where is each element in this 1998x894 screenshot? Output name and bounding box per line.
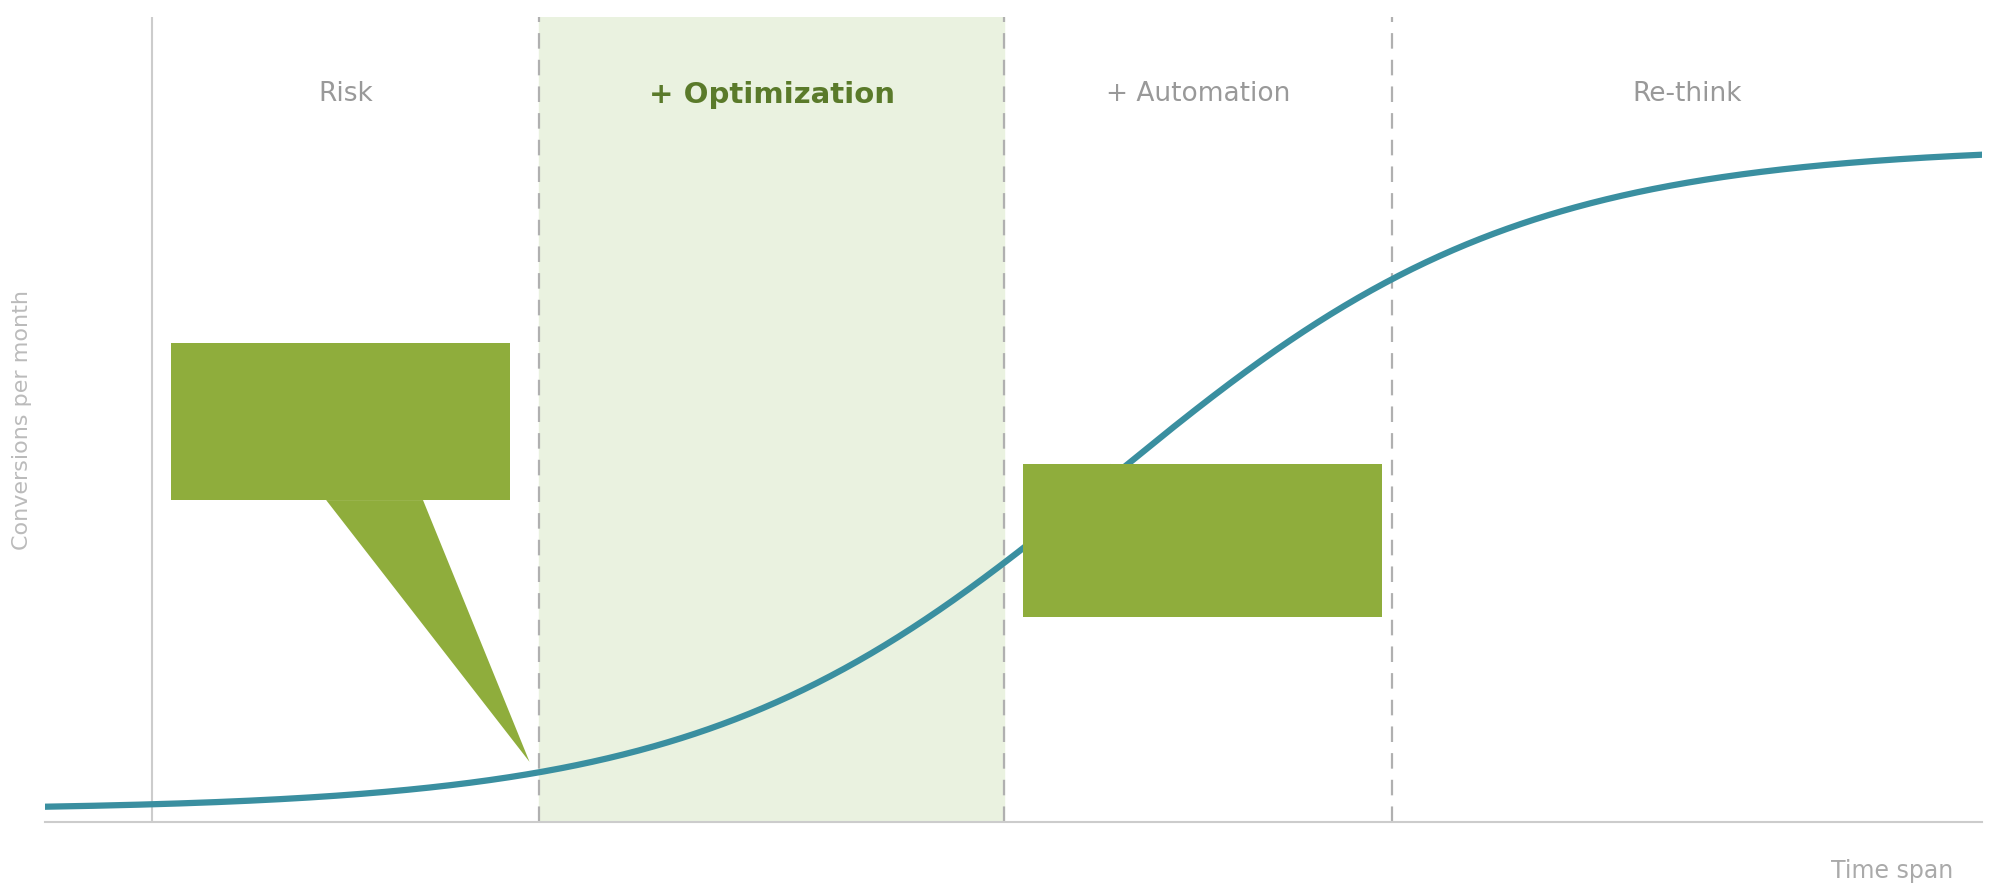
Text: Re-think: Re-think bbox=[1630, 81, 1740, 107]
FancyBboxPatch shape bbox=[1023, 464, 1381, 617]
Text: Conversions per month: Conversions per month bbox=[12, 290, 32, 550]
FancyBboxPatch shape bbox=[172, 343, 509, 500]
Text: Risk: Risk bbox=[318, 81, 374, 107]
Polygon shape bbox=[326, 500, 529, 762]
Text: 10.000 conversions
per month: 10.000 conversions per month bbox=[1049, 507, 1355, 574]
Text: + Optimization: + Optimization bbox=[647, 81, 895, 109]
Text: 1.000 conversions
per month: 1.000 conversions per month bbox=[198, 388, 484, 455]
Text: Time span: Time span bbox=[1830, 858, 1952, 882]
Bar bbox=[539, 17, 1003, 822]
Text: + Automation: + Automation bbox=[1105, 81, 1289, 107]
Polygon shape bbox=[1023, 464, 1111, 552]
